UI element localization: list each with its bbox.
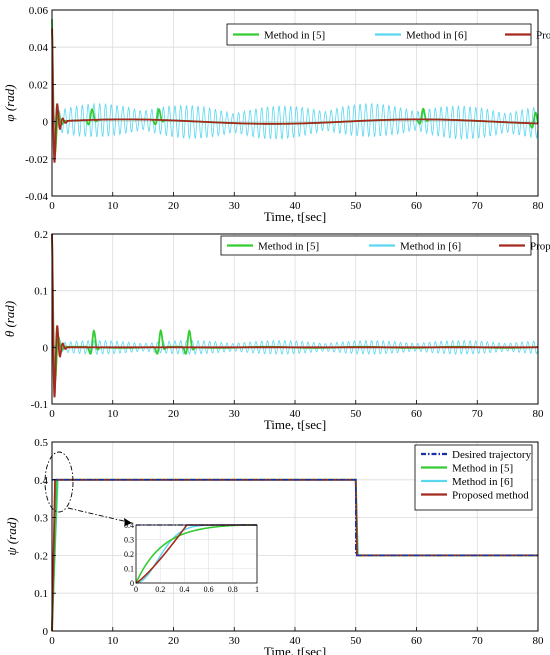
y-axis-label: θ (rad) — [2, 301, 17, 337]
y-axis-label: φ (rad) — [2, 84, 17, 121]
inset-plot: 0 0.2 0.4 0.6 0.8 1 0 0.1 0.2 0.3 0.4 — [124, 521, 259, 594]
inset-y-tick-label: 0 — [130, 579, 134, 588]
x-tick-label: 80 — [533, 635, 545, 647]
y-tick-label: 0.04 — [29, 42, 49, 54]
x-tick-label: 40 — [290, 408, 302, 420]
x-tick-label: 80 — [533, 200, 545, 212]
inset-x-tick-label: 0.8 — [228, 585, 238, 594]
inset-y-tick-label: 0.4 — [124, 521, 134, 530]
legend: Desired trajectory Method in [5]Method in… — [414, 444, 533, 511]
y-tick-label: -0.02 — [25, 154, 48, 166]
x-tick-label: 0 — [49, 408, 55, 420]
y-tick-label: -0.1 — [31, 399, 48, 411]
y-tick-label: 0.5 — [34, 437, 48, 449]
inset-y-tick-label: 0.2 — [124, 550, 134, 559]
zoom-ellipse — [44, 451, 74, 513]
x-axis-label: Time, t[sec] — [264, 644, 326, 655]
y-tick-label: -0.04 — [25, 191, 48, 203]
x-tick-label: 20 — [168, 635, 180, 647]
y-tick-label: 0.02 — [29, 79, 48, 91]
legend-entry: Proposed method — [530, 241, 550, 253]
inset-x-tick-label: 0.2 — [155, 585, 165, 594]
y-tick-label: 0 — [43, 626, 49, 638]
y-tick-label: 0.4 — [34, 475, 48, 487]
series-proposed — [51, 233, 538, 398]
x-tick-label: 20 — [168, 200, 180, 212]
x-tick-label: 30 — [229, 408, 241, 420]
series-method6 — [51, 102, 538, 141]
x-tick-label: 60 — [411, 200, 423, 212]
x-tick-label: 40 — [290, 635, 302, 647]
series-desired-trajectory — [52, 479, 538, 557]
x-tick-label: 40 — [290, 200, 302, 212]
legend-entry: Method in [6] — [400, 241, 461, 253]
x-tick-label: 70 — [472, 408, 484, 420]
x-tick-label: 50 — [350, 635, 362, 647]
y-tick-label: 0 — [43, 342, 49, 354]
legend-entry: Method in [5] — [452, 463, 513, 475]
x-tick-label: 10 — [107, 635, 119, 647]
legend-entry: Method in [6] — [406, 30, 467, 42]
inset-x-tick-label: 1 — [255, 585, 259, 594]
x-tick-label: 0 — [49, 200, 55, 212]
x-tick-label: 30 — [229, 635, 241, 647]
x-tick-label: 60 — [411, 408, 423, 420]
x-tick-label: 0 — [49, 635, 55, 647]
legend-entry: Proposed method — [452, 490, 529, 502]
x-tick-label: 30 — [229, 200, 241, 212]
legend-entry: Method in [6] — [452, 476, 513, 488]
x-tick-label: 60 — [411, 635, 423, 647]
y-tick-label: 0.1 — [34, 286, 48, 298]
x-tick-label: 80 — [533, 408, 545, 420]
y-tick-label: 0 — [43, 117, 49, 129]
x-axis-label: Time, t[sec] — [264, 209, 326, 224]
legend: Method in [5] Method in [6] Proposed metho… — [220, 235, 550, 256]
y-tick-label: 0.06 — [29, 5, 49, 17]
y-tick-label: 0.1 — [34, 588, 48, 600]
zoom-arrow — [67, 507, 133, 524]
legend-entry: Method in [5] — [264, 30, 325, 42]
panel-1: 0 10 20 30 40 50 60 70 80 -0.04 -0.02 0 0.02 0.04 0.06… — [2, 5, 550, 224]
inset-x-tick-label: 0 — [134, 585, 138, 594]
y-axis-label: ψ (rad) — [4, 517, 19, 555]
legend-entry: Proposed method — [536, 30, 550, 42]
x-tick-label: 50 — [350, 200, 362, 212]
y-tick-label: 0.2 — [34, 229, 48, 241]
legend-entry: Desired trajectory — [452, 449, 532, 461]
x-tick-label: 70 — [472, 635, 484, 647]
x-tick-label: 20 — [168, 408, 180, 420]
zoom-arrowhead — [124, 518, 132, 526]
y-tick-label: 0.3 — [34, 513, 48, 525]
x-tick-label: 10 — [107, 408, 119, 420]
inset-frame — [135, 524, 258, 584]
x-axis-label: Time, t[sec] — [264, 417, 326, 432]
legend-entry: Method in [5] — [258, 241, 319, 253]
inset-x-tick-label: 0.4 — [179, 585, 189, 594]
x-tick-label: 70 — [472, 200, 484, 212]
legend-box — [414, 444, 533, 511]
y-tick-label: 0.2 — [34, 550, 48, 562]
inset-x-tick-label: 0.6 — [204, 585, 214, 594]
x-tick-label: 50 — [350, 408, 362, 420]
series-proposed — [51, 28, 538, 163]
x-tick-label: 10 — [107, 200, 119, 212]
inset-y-tick-label: 0.1 — [124, 565, 134, 574]
inset-y-tick-label: 0.3 — [124, 536, 134, 545]
legend: Method in [5] Method in [6] Proposed metho… — [226, 23, 550, 46]
